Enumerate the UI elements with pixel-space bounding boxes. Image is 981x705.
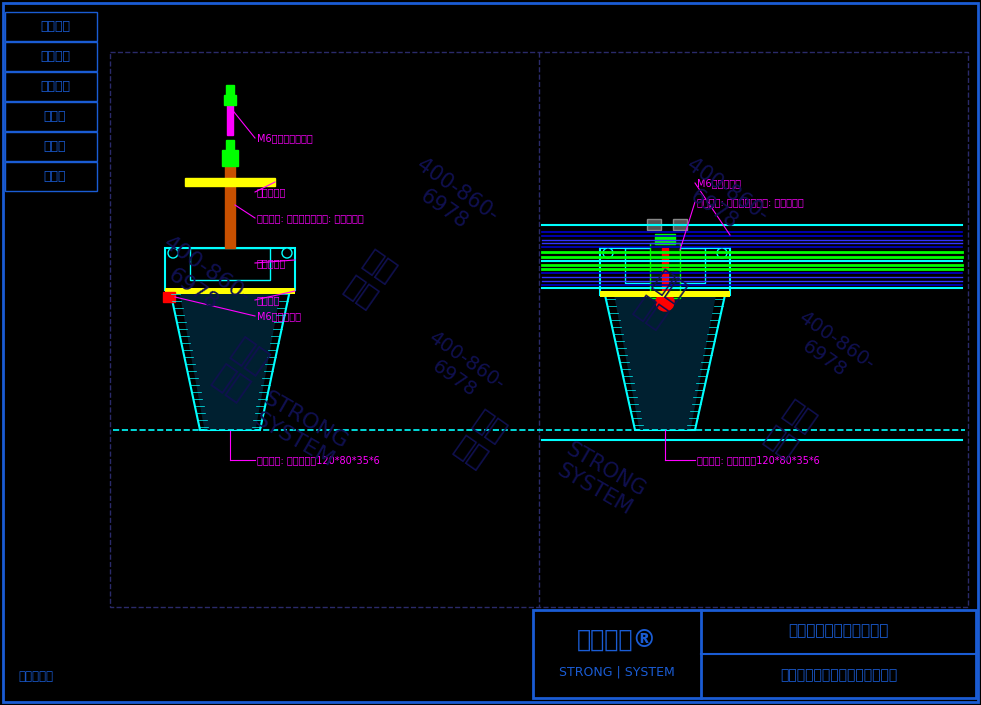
Text: 安全防火: 安全防火 <box>40 20 70 33</box>
Bar <box>226 85 234 95</box>
Bar <box>673 219 687 230</box>
Bar <box>224 95 236 105</box>
Text: STRONG | SYSTEM: STRONG | SYSTEM <box>559 666 675 678</box>
Circle shape <box>282 248 292 258</box>
Text: 400-860-
6978: 400-860- 6978 <box>146 233 254 326</box>
Text: 西创系统: 公母螺柱（专利: 连续柱接）: 西创系统: 公母螺柱（专利: 连续柱接） <box>257 213 364 223</box>
Text: 梯形精制钢系统：采光顶: 梯形精制钢系统：采光顶 <box>789 623 889 639</box>
Bar <box>5 132 97 161</box>
Text: 橡胶垫皮: 橡胶垫皮 <box>257 295 281 305</box>
Bar <box>655 234 675 244</box>
Circle shape <box>603 248 613 258</box>
Text: 西创
系统: 西创 系统 <box>629 266 691 334</box>
Text: 西创系统: 公母螺柱（专利: 连续柱接）: 西创系统: 公母螺柱（专利: 连续柱接） <box>697 197 803 207</box>
Bar <box>165 248 295 290</box>
Text: 400-860-
6978: 400-860- 6978 <box>669 155 771 245</box>
Text: 专利产品！: 专利产品！ <box>18 670 53 684</box>
Text: 西创
系统: 西创 系统 <box>449 405 511 474</box>
Text: 西创
系统: 西创 系统 <box>207 334 273 406</box>
Text: M6不锈钢盘头螺栓: M6不锈钢盘头螺栓 <box>257 133 313 143</box>
Bar <box>5 162 97 191</box>
Bar <box>662 248 668 298</box>
Polygon shape <box>614 295 716 430</box>
Text: 更纤细: 更纤细 <box>44 170 67 183</box>
Circle shape <box>656 293 674 311</box>
Text: 西创金属科技（江苏）有限公司: 西创金属科技（江苏）有限公司 <box>780 668 898 682</box>
Text: 环保节能: 环保节能 <box>40 50 70 63</box>
Bar <box>110 52 968 607</box>
Bar <box>600 291 730 297</box>
Bar <box>190 248 270 280</box>
Bar <box>5 12 97 41</box>
Bar <box>5 102 97 131</box>
Text: 铝合金压码: 铝合金压码 <box>257 187 286 197</box>
Text: STRONG
SYSTEM: STRONG SYSTEM <box>551 439 649 521</box>
Bar <box>225 165 235 248</box>
Text: 西创
系统: 西创 系统 <box>759 396 821 465</box>
Circle shape <box>168 248 178 258</box>
Bar <box>647 219 661 230</box>
Bar <box>185 178 275 186</box>
Text: M6不锈钢螺母: M6不锈钢螺母 <box>257 311 301 321</box>
Bar <box>600 248 730 295</box>
Bar <box>5 72 97 101</box>
Circle shape <box>717 248 727 258</box>
Text: 大跨度: 大跨度 <box>44 110 67 123</box>
Bar <box>5 42 97 71</box>
Text: 开模铝型材: 开模铝型材 <box>257 258 286 268</box>
Bar <box>226 140 234 150</box>
Text: 400-860-
6978: 400-860- 6978 <box>412 328 508 412</box>
Bar <box>533 610 976 698</box>
Bar <box>227 105 233 135</box>
Bar <box>163 292 175 302</box>
Text: M6不锈钢螺母: M6不锈钢螺母 <box>697 178 741 188</box>
Text: 400-860-
6978: 400-860- 6978 <box>399 155 501 245</box>
Bar <box>165 288 295 294</box>
Text: 西创系统®: 西创系统® <box>577 628 657 652</box>
Bar <box>650 243 680 298</box>
Bar <box>625 248 705 283</box>
Text: 超级防腐: 超级防腐 <box>40 80 70 93</box>
Text: 西创
系统: 西创 系统 <box>339 246 401 314</box>
Polygon shape <box>179 290 281 430</box>
Text: 西创系统: 梯形精制钢120*80*35*6: 西创系统: 梯形精制钢120*80*35*6 <box>257 455 380 465</box>
Bar <box>222 150 238 166</box>
Text: 西创系统: 梯形精制钢120*80*35*6: 西创系统: 梯形精制钢120*80*35*6 <box>697 455 820 465</box>
Text: STRONG
SYSTEM: STRONG SYSTEM <box>248 388 352 472</box>
Text: 400-860-
6978: 400-860- 6978 <box>782 308 878 392</box>
Text: 大通透: 大通透 <box>44 140 67 153</box>
